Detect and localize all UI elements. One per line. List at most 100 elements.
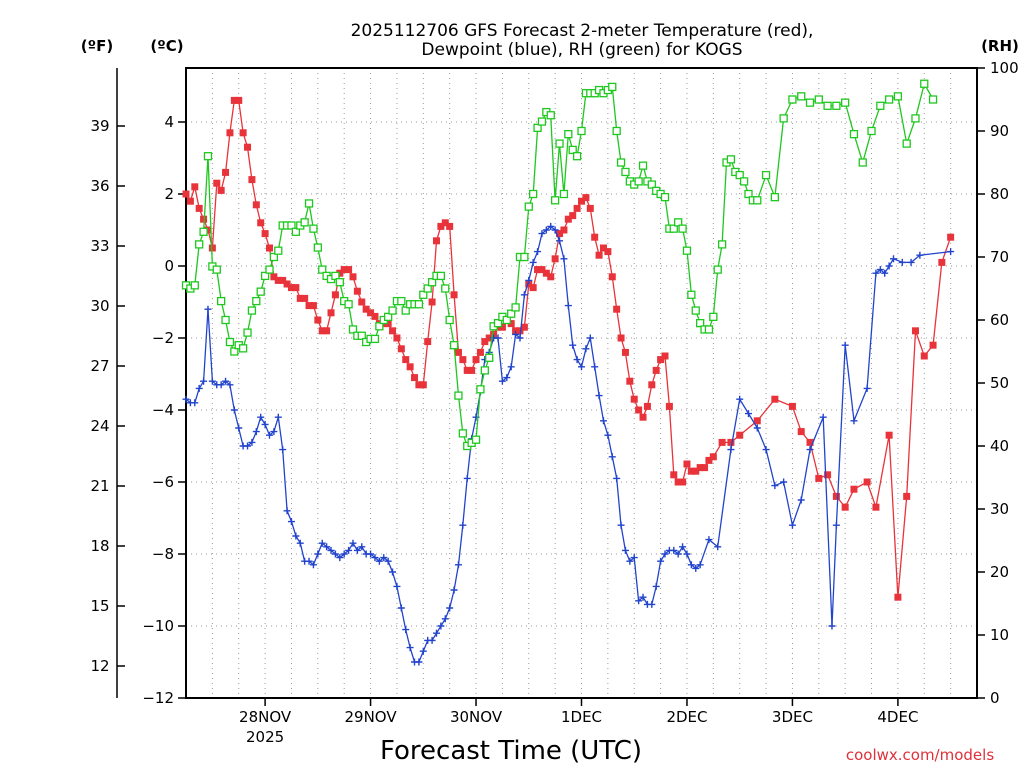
2-meter-temperature-point (195, 204, 203, 212)
dewpoint-point (661, 550, 669, 558)
dewpoint-point (230, 406, 238, 414)
2-meter-temperature-point (705, 456, 713, 464)
dewpoint-point (872, 269, 880, 277)
dewpoint-point (591, 363, 599, 371)
rh-point (568, 145, 577, 155)
2-meter-temperature-point (384, 320, 392, 328)
2-meter-temperature-point (292, 284, 300, 292)
2-meter-temperature-point (648, 381, 656, 389)
unit-label-rh: (RH) (981, 37, 1019, 55)
dewpoint-point (630, 554, 638, 562)
dewpoint-point (296, 539, 304, 547)
dewpoint-point (578, 363, 585, 371)
rh-point (225, 337, 235, 347)
dewpoint-point (885, 262, 893, 270)
dewpoint-point (265, 431, 273, 439)
dewpoint-point (551, 226, 559, 234)
dewpoint-point (564, 302, 572, 310)
dewpoint-point (270, 428, 278, 436)
2-meter-temperature-point (542, 269, 550, 277)
dewpoint-point (292, 532, 300, 540)
2-meter-temperature-point (938, 258, 946, 266)
rh-point (577, 126, 586, 136)
dewpoint-point (305, 557, 313, 565)
2-meter-temperature-point (362, 305, 370, 313)
2-meter-temperature-point (490, 330, 498, 338)
rh-point (485, 353, 494, 362)
rh-point (260, 271, 270, 281)
dewpoint-point (191, 399, 199, 407)
rh-point (375, 322, 384, 331)
rh-point (414, 300, 424, 309)
celsius-tick-label: −4 (152, 401, 174, 419)
2-meter-temperature-point (788, 402, 796, 410)
2-meter-temperature-point (815, 474, 823, 482)
rh-point (779, 114, 788, 123)
rh-point (445, 315, 454, 325)
2-meter-temperature-point (279, 276, 287, 284)
dewpoint-point (679, 543, 687, 551)
rh-point (304, 199, 314, 208)
rh-point (621, 167, 630, 177)
2-meter-temperature-point (336, 269, 344, 277)
2-meter-temperature-point (863, 478, 871, 486)
dewpoint-point (683, 550, 691, 558)
2-meter-temperature-point (248, 176, 256, 184)
rh-point (199, 227, 208, 236)
rh-point (493, 318, 503, 328)
x-tick-label: 1DEC (561, 708, 602, 726)
dewpoint-point (657, 557, 665, 565)
rh-point (884, 95, 894, 104)
rh-point (269, 252, 279, 262)
chart-title-line1: 2025112706 GFS Forecast 2-meter Temperat… (351, 21, 814, 41)
2-meter-temperature-point (630, 395, 638, 403)
dewpoint-point (428, 636, 436, 644)
rh-point (788, 95, 797, 104)
2-meter-temperature-point (701, 464, 709, 472)
2-meter-temperature-point (850, 485, 858, 493)
rh-point (704, 325, 714, 334)
rh-point (608, 82, 617, 92)
rh-point (520, 252, 529, 262)
rh-point (217, 296, 226, 306)
dewpoint-point (204, 305, 212, 313)
rh-point (309, 224, 318, 233)
rh-point (638, 161, 648, 170)
2-meter-temperature-point (771, 395, 779, 403)
rh-point (823, 101, 832, 110)
x-tick-label: 4DEC (877, 708, 918, 726)
chart-title-line2: Dewpoint (blue), RH (green) for KOGS (421, 40, 742, 60)
dewpoint-point (569, 341, 577, 349)
rh-point (537, 117, 547, 126)
dewpoint-point (696, 561, 704, 569)
2-meter-temperature-point (424, 338, 432, 346)
rh-tick-label: 100 (990, 59, 1019, 77)
rh-point (230, 347, 239, 356)
2-meter-temperature-point (679, 478, 687, 486)
dewpoint-point (503, 374, 511, 382)
2-meter-temperature-point (296, 294, 304, 302)
2-meter-temperature-point (920, 352, 928, 360)
dewpoint-point (349, 539, 357, 547)
dewpoint-point (832, 521, 840, 529)
2-meter-temperature-point (182, 190, 190, 198)
dewpoint-point (450, 586, 458, 594)
dewpoint-point (613, 474, 621, 482)
2-meter-temperature-point (617, 334, 625, 342)
dewpoint-point (652, 582, 660, 590)
dewpoint-point (454, 561, 462, 569)
rh-point (797, 92, 806, 101)
2-meter-temperature-point (621, 348, 629, 356)
2-meter-temperature-point (599, 244, 607, 252)
dewpoint-point (195, 384, 203, 392)
2-meter-temperature-point (885, 431, 893, 439)
dewpoint-point (384, 557, 392, 565)
rh-point (928, 95, 938, 104)
2-meter-temperature-point (652, 366, 660, 374)
fahrenheit-tick-label: 27 (90, 357, 109, 375)
dewpoint-point (397, 604, 405, 612)
dewpoint-point (819, 413, 827, 421)
2-meter-temperature-point (331, 291, 339, 299)
rh-point (203, 152, 213, 161)
2-meter-temperature-point (309, 302, 317, 310)
